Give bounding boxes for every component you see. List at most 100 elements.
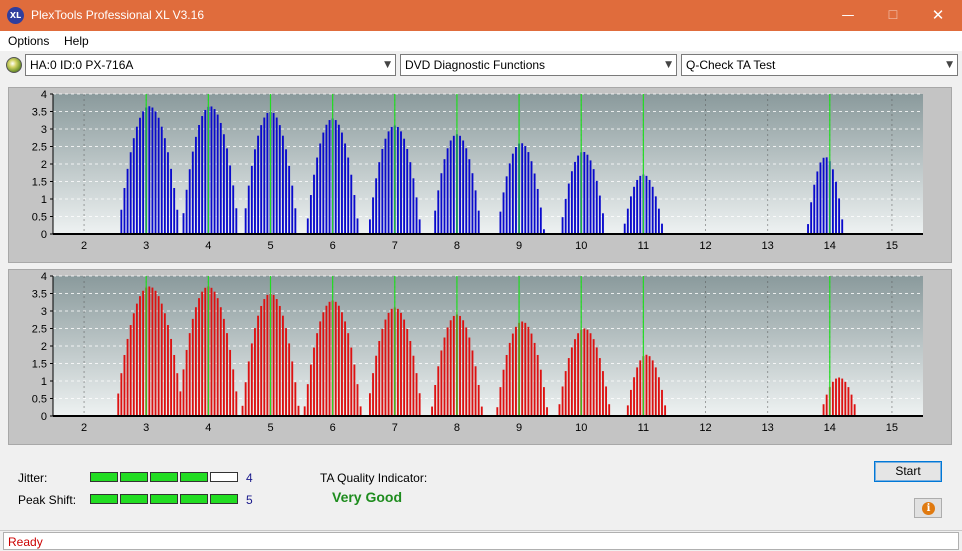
peak-shift-meter-segment xyxy=(90,494,118,504)
chart-bar xyxy=(586,329,589,416)
chart-bar xyxy=(229,349,232,416)
chart-bar xyxy=(431,406,434,416)
chart-bar xyxy=(173,188,176,234)
drive-select-value: HA:0 ID:0 PX-716A xyxy=(30,58,134,72)
chart-bar xyxy=(524,146,527,234)
chart-bar xyxy=(471,173,474,234)
chart-bar xyxy=(381,328,384,416)
chart-bar xyxy=(182,369,185,416)
chart-bar xyxy=(375,178,378,234)
chart-bar xyxy=(123,354,126,416)
info-button[interactable]: i xyxy=(914,498,942,518)
x-tick-label: 6 xyxy=(330,422,336,434)
x-tick-label: 8 xyxy=(454,422,460,434)
chart-bar xyxy=(831,381,834,416)
peak-shift-value: 5 xyxy=(246,493,253,507)
chart-bar xyxy=(157,296,160,416)
drive-select[interactable]: HA:0 ID:0 PX-716A ▼ xyxy=(25,54,396,76)
x-tick-label: 15 xyxy=(886,422,898,434)
menu-help[interactable]: Help xyxy=(64,34,89,48)
chart-bar xyxy=(505,354,508,416)
chart-bar xyxy=(521,321,524,416)
status-box: Ready xyxy=(3,532,959,550)
chart-bar xyxy=(170,168,173,234)
menu-options[interactable]: Options xyxy=(8,34,50,48)
chart-bar xyxy=(325,124,328,234)
peak-shift-meter-segment xyxy=(180,494,208,504)
chart-bar xyxy=(160,303,163,416)
chart-bar xyxy=(188,169,191,234)
y-tick-label: 2.5 xyxy=(32,142,47,154)
chart-bar xyxy=(586,154,589,234)
y-tick-label: 0 xyxy=(41,411,47,423)
chart-bar xyxy=(406,148,409,234)
minimize-button[interactable]: — xyxy=(841,8,855,23)
chart-bar xyxy=(542,229,545,234)
x-tick-label: 8 xyxy=(454,240,460,252)
chart-bar xyxy=(412,355,415,416)
chart-bar xyxy=(595,180,598,234)
y-tick-label: 1 xyxy=(41,376,47,388)
chart-bar xyxy=(807,224,809,234)
test-select[interactable]: Q-Check TA Test ▼ xyxy=(681,54,958,76)
chart-bar xyxy=(583,328,586,416)
chart-bar xyxy=(179,391,182,416)
chart-bar xyxy=(154,111,157,234)
chart-bar xyxy=(278,305,281,416)
chart-bar xyxy=(347,333,350,416)
chart-bar xyxy=(272,113,275,234)
maximize-button[interactable]: ☐ xyxy=(887,8,899,22)
chart-bar xyxy=(387,312,390,416)
peak-shift-label: Peak Shift: xyxy=(18,493,77,507)
chart-bar xyxy=(434,384,437,416)
chart-bar xyxy=(831,169,834,234)
chart-bar xyxy=(260,305,263,416)
chart-bar xyxy=(462,140,465,234)
chart-bar xyxy=(465,148,468,234)
chart-bar xyxy=(250,343,253,416)
close-button[interactable]: ✕ xyxy=(931,6,945,24)
function-select[interactable]: DVD Diagnostic Functions ▼ xyxy=(400,54,677,76)
chart-bar xyxy=(378,162,381,234)
chart-bar xyxy=(285,328,287,416)
chart-bar xyxy=(204,109,207,234)
chart-bar xyxy=(850,394,853,416)
chart-bar xyxy=(406,328,409,416)
chart-bar xyxy=(539,369,542,416)
chart-bar xyxy=(440,173,443,234)
chart-bar xyxy=(502,192,505,234)
chart-bar xyxy=(257,315,260,416)
chart-bar xyxy=(191,318,194,416)
chart-bar xyxy=(359,406,362,416)
chart-bar xyxy=(117,393,120,416)
chart-bar xyxy=(347,157,350,234)
chart-bar xyxy=(235,391,238,416)
chart-bar xyxy=(502,369,505,416)
jitter-meter-segment xyxy=(120,472,148,482)
chart-bar xyxy=(602,213,604,234)
chart-bar xyxy=(322,132,325,234)
chart-bar xyxy=(515,147,517,234)
chart-bar xyxy=(415,197,418,234)
function-select-value: DVD Diagnostic Functions xyxy=(405,58,546,72)
chart-bar xyxy=(341,132,343,234)
chart-bar xyxy=(275,299,278,416)
chart-bar xyxy=(542,387,545,416)
chart-bar xyxy=(222,318,225,416)
chart-bar xyxy=(558,404,561,416)
chevron-down-icon: ▼ xyxy=(384,60,391,70)
chart-bar xyxy=(561,217,564,234)
chart-bar xyxy=(452,135,455,234)
x-tick-label: 7 xyxy=(392,422,398,434)
chart-bar xyxy=(570,171,573,234)
chart-bar xyxy=(142,290,145,416)
chart-bar xyxy=(378,340,381,416)
y-tick-label: 2 xyxy=(41,159,47,171)
start-button[interactable]: Start xyxy=(874,461,942,482)
y-tick-label: 0.5 xyxy=(32,212,47,224)
chart-bar xyxy=(309,364,312,416)
chart-bar xyxy=(306,384,309,416)
chart-bar xyxy=(303,406,306,416)
chart-bar xyxy=(120,209,123,234)
chart-bar xyxy=(210,106,213,234)
